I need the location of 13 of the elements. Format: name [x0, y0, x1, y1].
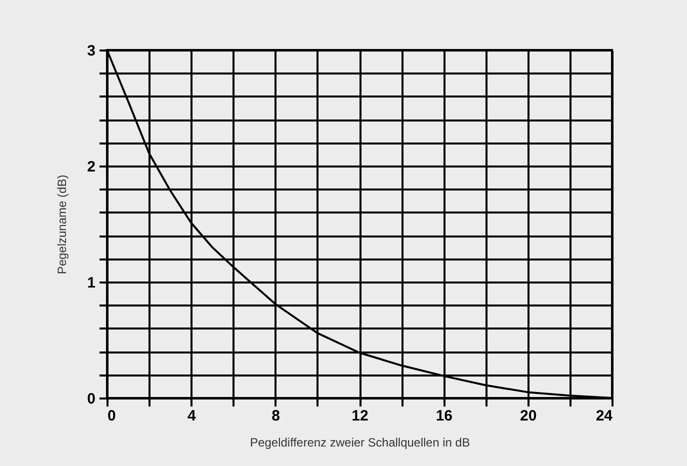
x-tick-label: 16 — [436, 408, 453, 424]
x-tick-label: 0 — [108, 408, 116, 424]
x-tick-label: 24 — [596, 408, 614, 424]
y-tick-label: 0 — [87, 390, 96, 408]
x-tick-label: 4 — [187, 408, 196, 424]
x-tick-label: 12 — [352, 408, 368, 424]
y-tick-label: 1 — [87, 274, 96, 292]
y-axis-title: Pegelzuname (dB) — [55, 174, 70, 274]
x-tick-label: 20 — [520, 408, 537, 424]
x-axis-title: Pegeldifferenz zweier Schallquellen in dB — [250, 436, 470, 450]
y-tick-label: 2 — [87, 158, 96, 176]
x-tick-label: 8 — [272, 408, 280, 424]
y-tick-label: 3 — [87, 42, 96, 60]
